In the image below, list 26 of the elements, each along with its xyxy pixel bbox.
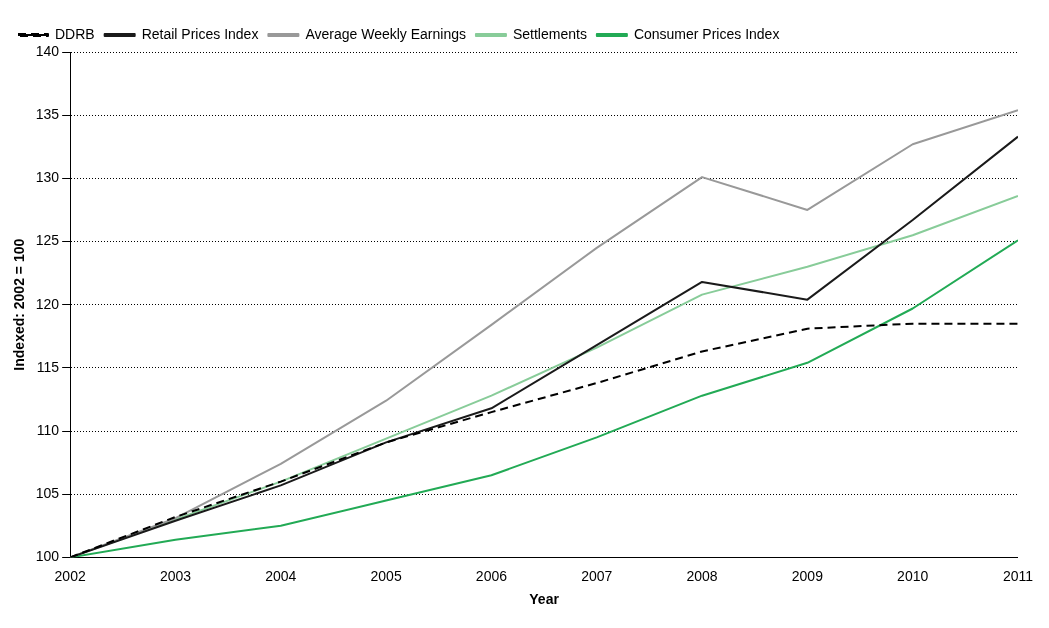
x-tick-label: 2010 [897,567,929,584]
legend-label: DDRB [55,25,95,42]
legend-label: Settlements [512,25,587,42]
y-tick-label: 100 [35,548,60,565]
y-tick-label: 130 [35,169,60,186]
legend-label: Retail Prices Index [141,25,259,42]
x-tick-label: 2004 [265,567,297,584]
x-tick-label: 2009 [791,567,824,584]
x-tick-label: 2006 [475,567,508,584]
y-axis-title: Indexed: 2002 = 100 [11,238,28,371]
y-tick-label: 105 [35,485,60,502]
y-tick-label: 135 [35,106,60,123]
x-axis-title: Year [529,591,560,608]
y-tick-label: 110 [36,421,60,438]
y-tick-label: 120 [35,295,60,312]
x-tick-label: 2008 [686,567,718,584]
x-tick-label: 2003 [159,567,192,584]
y-tick-label: 125 [35,232,60,249]
legend-label: Average Weekly Earnings [305,25,466,42]
legend-label: Consumer Prices Index [633,25,780,42]
x-tick-label: 2007 [581,567,613,584]
x-tick-label: 2005 [370,567,402,584]
x-tick-label: 2002 [54,567,86,584]
y-tick-label: 140 [35,42,60,59]
x-tick-label: 2011 [1002,567,1034,584]
y-tick-label: 115 [36,358,60,375]
